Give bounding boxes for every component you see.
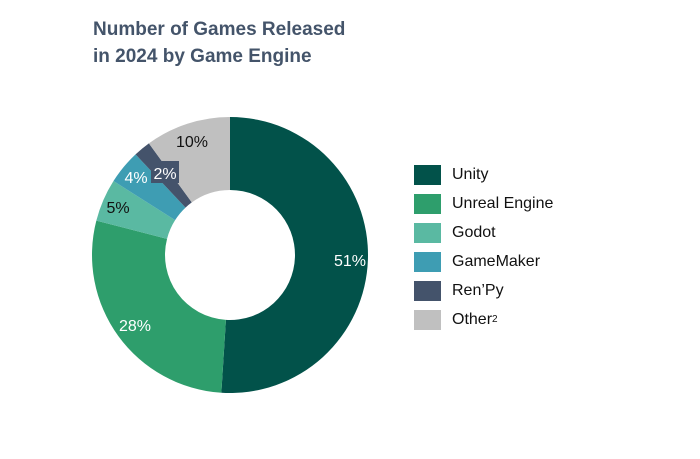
legend-label: Ren’Py <box>452 281 504 299</box>
legend-swatch <box>414 280 441 301</box>
data-label: 4% <box>124 170 147 187</box>
data-label: 51% <box>334 253 366 270</box>
chart-title-line-2: in 2024 by Game Engine <box>93 46 312 67</box>
legend-footnote: 2 <box>492 314 498 325</box>
legend-item-unreal: Unreal Engine <box>414 189 553 218</box>
data-label: 2% <box>153 166 176 183</box>
data-label: 10% <box>176 134 208 151</box>
legend-swatch <box>414 164 441 185</box>
chart-title-line-1: Number of Games Released <box>93 19 346 40</box>
data-label: 28% <box>119 318 151 335</box>
legend-label: Unreal Engine <box>452 194 554 212</box>
data-label: 5% <box>106 200 129 217</box>
legend-label: Other <box>452 310 493 328</box>
legend-item-gamemaker: GameMaker <box>414 247 553 276</box>
legend-item-unity: Unity <box>414 160 553 189</box>
legend-swatch <box>414 222 441 243</box>
legend-item-renpy: Ren’Py <box>414 276 553 305</box>
donut-slice-unity <box>221 117 369 393</box>
legend-label: GameMaker <box>452 252 541 270</box>
legend-swatch <box>414 309 441 330</box>
legend-label: Unity <box>452 165 489 183</box>
data-label-background <box>151 161 179 183</box>
legend: Unity Unreal Engine Godot GameMaker Ren’… <box>414 160 553 334</box>
chart-title: Number of Games Released in 2024 by Game… <box>93 16 345 70</box>
legend-swatch <box>414 251 441 272</box>
legend-swatch <box>414 193 441 214</box>
donut-slice-gamemaker <box>113 154 186 221</box>
donut-slice-unreal-engine <box>91 220 226 393</box>
legend-label: Godot <box>452 223 496 241</box>
legend-item-other: Other 2 <box>414 305 553 334</box>
donut-slice-godot <box>96 181 176 239</box>
donut-slice-other <box>148 117 230 203</box>
legend-item-godot: Godot <box>414 218 553 247</box>
